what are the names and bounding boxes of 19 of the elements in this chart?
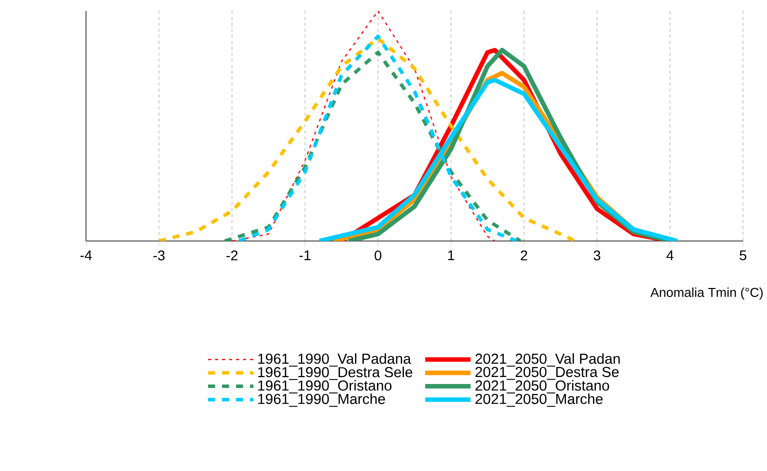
x-tick-label: 5 xyxy=(740,250,746,260)
x-tick-label: -1 xyxy=(299,250,311,260)
legend-label: 1961_1990_Oristano xyxy=(258,380,392,394)
legend-label: 1961_1990_Marche xyxy=(258,393,385,407)
legend-label: 2021_2050_Val Padan xyxy=(476,353,620,367)
x-axis-title: Anomalia Tmin (°C) xyxy=(650,287,763,300)
x-tick-label: -3 xyxy=(153,250,165,260)
x-tick-label: 0 xyxy=(374,250,382,260)
legend-label: 1961_1990_Val Padana xyxy=(258,353,412,367)
legend-label: 2021_2050_Destra Se xyxy=(476,366,619,380)
legend-label: 2021_2050_Oristano xyxy=(476,380,610,394)
x-tick-label: 2 xyxy=(520,250,528,260)
x-tick-label: 3 xyxy=(594,250,600,260)
legend-label: 2021_2050_Marche xyxy=(476,393,603,407)
legend-label: 1961_1990_Destra Sele xyxy=(258,366,412,380)
x-tick-label: -2 xyxy=(226,250,238,260)
x-tick-label: 1 xyxy=(448,250,454,260)
x-tick-label: 4 xyxy=(666,250,674,260)
x-tick-label: -4 xyxy=(80,250,92,260)
